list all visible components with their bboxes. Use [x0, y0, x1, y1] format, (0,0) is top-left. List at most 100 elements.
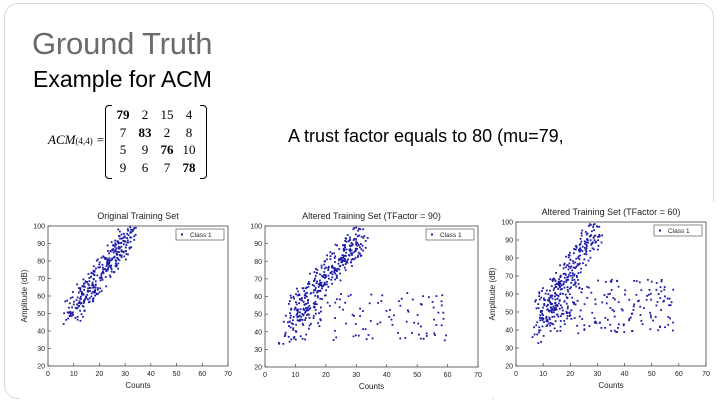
data-point — [355, 243, 358, 246]
data-point — [538, 326, 541, 329]
data-point — [577, 332, 580, 335]
data-point — [549, 321, 552, 324]
data-point — [95, 292, 98, 295]
data-point — [566, 307, 569, 310]
data-point — [563, 300, 566, 303]
data-point — [546, 320, 549, 322]
data-point — [354, 247, 357, 250]
data-point — [351, 257, 354, 260]
data-point — [325, 289, 327, 292]
data-point — [548, 297, 551, 300]
data-point — [617, 301, 620, 304]
data-point — [586, 232, 589, 235]
y-tick-label: 100 — [250, 224, 262, 231]
data-point — [83, 288, 86, 291]
data-point — [543, 321, 545, 323]
data-point — [99, 279, 102, 282]
data-point — [306, 291, 308, 294]
data-point — [579, 248, 582, 251]
data-point — [399, 304, 402, 307]
data-point — [389, 309, 391, 311]
data-point — [583, 253, 586, 255]
data-point — [109, 276, 112, 278]
data-point — [397, 332, 399, 334]
data-point — [572, 301, 574, 304]
slide-subtitle: Example for ACM — [33, 66, 212, 92]
data-point — [108, 259, 111, 262]
data-point — [73, 300, 75, 303]
data-point — [304, 297, 306, 299]
data-point — [604, 317, 607, 319]
data-point — [613, 298, 616, 301]
data-point — [99, 287, 102, 290]
data-point — [376, 323, 379, 325]
data-point — [82, 302, 85, 304]
data-point — [319, 297, 322, 300]
data-point — [655, 288, 658, 291]
data-point — [533, 326, 535, 329]
data-point — [77, 291, 80, 294]
data-point — [305, 287, 307, 290]
data-point — [299, 311, 301, 314]
data-point — [312, 291, 315, 294]
data-point — [557, 295, 560, 297]
data-point — [571, 269, 574, 272]
data-point — [101, 263, 104, 266]
data-point — [632, 308, 635, 311]
data-point — [413, 321, 416, 324]
data-point — [115, 260, 118, 263]
data-point — [563, 280, 566, 283]
data-point — [586, 296, 589, 299]
data-point — [649, 311, 651, 314]
data-point — [556, 330, 559, 333]
data-point — [124, 250, 127, 253]
data-point — [585, 243, 588, 246]
data-point — [553, 295, 556, 298]
data-point — [380, 300, 383, 302]
data-point — [347, 258, 350, 261]
data-point — [69, 297, 72, 300]
data-point — [561, 288, 563, 290]
data-point — [583, 324, 586, 327]
data-point — [649, 314, 652, 317]
data-point — [116, 257, 119, 259]
data-point — [356, 235, 359, 238]
data-point — [362, 328, 364, 331]
data-point — [360, 254, 363, 257]
data-point — [308, 316, 311, 319]
data-point — [338, 268, 341, 271]
data-point — [345, 248, 348, 251]
x-tick-label: 20 — [566, 371, 574, 378]
data-point — [657, 293, 660, 295]
data-point — [539, 311, 542, 314]
data-point — [79, 289, 82, 292]
data-point — [92, 272, 95, 275]
data-point — [566, 278, 569, 281]
data-point — [344, 246, 346, 249]
data-point — [93, 269, 96, 272]
y-tick-label: 50 — [37, 311, 45, 318]
data-point — [330, 266, 333, 269]
data-point — [70, 315, 73, 317]
data-point — [320, 266, 323, 269]
data-point — [292, 316, 295, 318]
data-point — [564, 266, 567, 269]
data-point — [573, 252, 575, 255]
data-point — [543, 297, 545, 300]
data-point — [319, 282, 322, 285]
data-point — [302, 313, 305, 316]
data-point — [569, 271, 572, 274]
data-point — [293, 308, 296, 311]
data-point — [607, 293, 610, 296]
data-point — [106, 258, 109, 261]
data-point — [107, 267, 109, 270]
data-point — [388, 315, 391, 318]
data-point — [672, 288, 675, 291]
y-tick-label: 70 — [254, 276, 262, 283]
data-point — [100, 272, 103, 275]
data-point — [323, 271, 326, 273]
data-point — [82, 293, 85, 296]
data-point — [638, 281, 641, 284]
data-point — [79, 287, 82, 289]
